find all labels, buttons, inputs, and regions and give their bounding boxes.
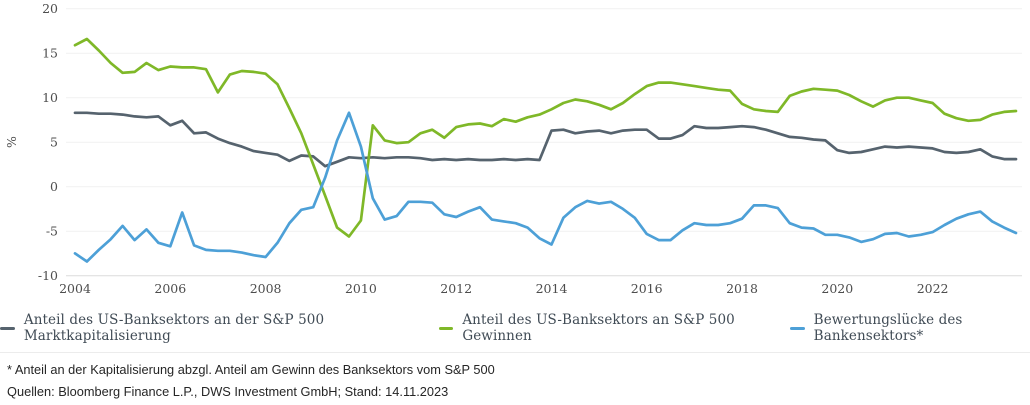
x-axis-tick-label: 2018 — [726, 281, 758, 296]
y-axis-tick-label: 15 — [42, 46, 58, 61]
y-axis-tick-label: 20 — [42, 1, 58, 16]
y-axis-tick-label: 0 — [50, 179, 58, 194]
legend-label: Anteil des US-Banksektors an der S&P 500… — [23, 312, 325, 344]
x-axis-tick-label: 2004 — [59, 281, 91, 296]
series-line-3 — [73, 111, 1018, 263]
legend-label: Anteil des US-Banksektors an S&P 500 Gew… — [462, 312, 735, 344]
legend-swatch-icon — [789, 326, 805, 330]
series-line-1 — [73, 111, 1018, 168]
y-axis-tick-label: 10 — [42, 90, 58, 105]
y-axis-tick-label: -5 — [46, 224, 58, 239]
legend-label: Bewertungslücke des Bankensektors* — [813, 312, 963, 344]
footnote-sources: Quellen: Bloomberg Finance L.P., DWS Inv… — [7, 384, 449, 399]
y-axis-unit-label: % — [4, 136, 19, 148]
legend-swatch-icon — [438, 326, 454, 330]
x-axis-tick-label: 2016 — [631, 281, 663, 296]
y-axis-tick-label: -10 — [38, 268, 58, 283]
x-axis-tick-label: 2006 — [154, 281, 186, 296]
x-axis-tick-label: 2012 — [440, 281, 472, 296]
legend-swatch-icon — [0, 326, 15, 330]
legend-item-1[interactable]: Anteil des US-Banksektors an der S&P 500… — [0, 312, 397, 344]
y-axis-tick-label: 5 — [50, 135, 58, 150]
chart-legend: Anteil des US-Banksektors an der S&P 500… — [0, 312, 1030, 344]
x-axis-tick-label: 2010 — [345, 281, 377, 296]
x-axis-tick-label: 2022 — [917, 281, 949, 296]
x-axis-tick-label: 2020 — [821, 281, 853, 296]
chart-footer: * Anteil an der Kapitalisierung abzgl. A… — [0, 352, 1030, 399]
legend-item-2[interactable]: Anteil des US-Banksektors an S&P 500 Gew… — [438, 312, 748, 344]
footnote-definition: * Anteil an der Kapitalisierung abzgl. A… — [7, 362, 495, 377]
legend-item-3[interactable]: Bewertungslücke des Bankensektors* — [789, 312, 1030, 344]
x-axis-tick-label: 2014 — [536, 281, 568, 296]
series-line-2 — [73, 37, 1018, 238]
bank-sector-chart: 20 15 10 5 0 -5 -10 2004 2006 2008 2010 2012 2014 201… — [4, 1, 1022, 296]
x-axis-tick-label: 2008 — [250, 281, 282, 296]
